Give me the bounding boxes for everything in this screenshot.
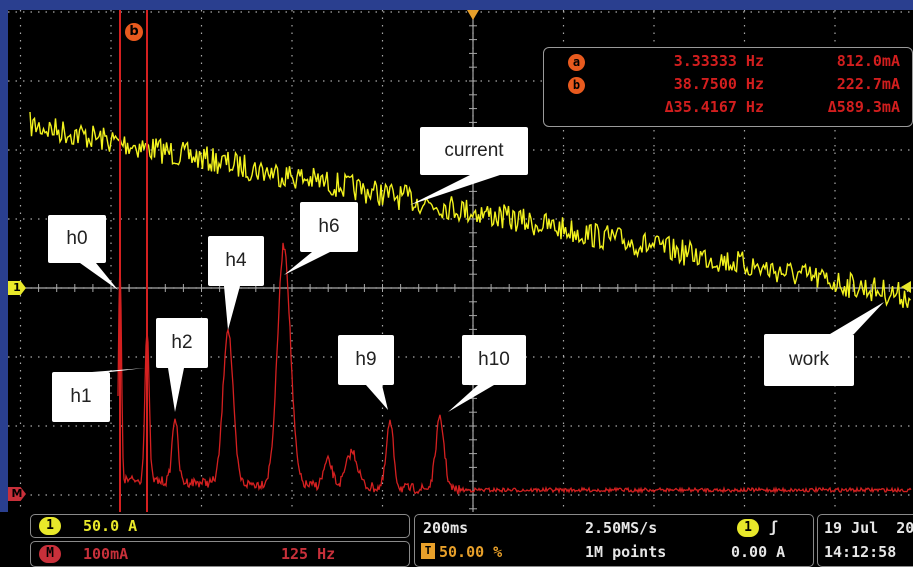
timebase-box[interactable]: 200ms 2.50MS/s T 50.00 % 1M points 1 ʃ 0… [414, 514, 814, 567]
cursor-b-row: b 38.7500 Hz 222.7mA [544, 75, 912, 97]
cursor-b-badge: b [568, 77, 585, 94]
sample-rate: 2.50MS/s [585, 519, 658, 537]
traces [29, 10, 912, 512]
callout-h1: h1 [52, 372, 110, 422]
cursor-a-frequency: 3.33333 Hz [673, 52, 764, 70]
h2-pointer [168, 368, 184, 412]
current-pointer [410, 175, 500, 205]
callout-h4: h4 [208, 236, 264, 286]
delta-amplitude: Δ589.3mA [827, 98, 900, 116]
callout-work: work [764, 334, 854, 386]
trigger-position: 50.00 % [439, 543, 503, 561]
math-scale: 100mA [83, 545, 129, 563]
ch1-current-trace [29, 111, 912, 308]
callout-h0: h0 [48, 215, 106, 263]
delta-frequency: Δ35.4167 Hz [664, 98, 764, 116]
math-ground-marker: M [8, 487, 26, 501]
ch1-scale-box[interactable]: 1 50.0 A [30, 514, 410, 538]
callout-h2: h2 [156, 318, 208, 368]
cursor-b-marker[interactable]: b [125, 23, 143, 41]
math-scale-box[interactable]: M 100mA 125 Hz [30, 541, 410, 567]
math-fft-trace [117, 242, 912, 495]
ch1-badge: 1 [39, 517, 61, 535]
callout-h10: h10 [462, 335, 526, 385]
h0-pointer [80, 263, 118, 290]
ch1-ground-marker: 1 [8, 281, 26, 295]
callout-current: current [420, 127, 528, 175]
record-length: 1M points [585, 543, 667, 561]
cursor-readout-panel: a 3.33333 Hz 812.0mA b 38.7500 Hz 222.7m… [543, 47, 913, 127]
ch1-scale: 50.0 A [83, 517, 138, 535]
datetime-box: 19 Jul 20 14:12:58 [817, 514, 913, 567]
callout-h9: h9 [338, 335, 394, 385]
left-frame [0, 0, 8, 567]
callout-pointers [80, 175, 884, 412]
h4-pointer [224, 286, 240, 330]
trigger-position-icon: T [421, 543, 435, 559]
trigger-position-marker [467, 10, 479, 20]
work-pointer [830, 302, 884, 334]
date: 19 Jul 20 [824, 519, 913, 537]
cursor-b-amplitude: 222.7mA [836, 75, 900, 93]
top-frame [0, 0, 913, 10]
cursor-a-row: a 3.33333 Hz 812.0mA [544, 52, 912, 74]
cursor-a-amplitude: 812.0mA [836, 52, 900, 70]
h1-pointer [92, 368, 145, 372]
ch1-level-marker [901, 281, 911, 293]
cursor-b-frequency: 38.7500 Hz [673, 75, 764, 93]
math-badge: M [39, 545, 61, 563]
time: 14:12:58 [824, 543, 897, 561]
h10-pointer [448, 385, 494, 412]
math-frequency-scale: 125 Hz [281, 545, 336, 563]
cursor-a-badge: a [568, 54, 585, 71]
trigger-level: 0.00 A [731, 543, 786, 561]
rising-edge-icon: ʃ [769, 518, 779, 536]
status-bar: 1 50.0 A M 100mA 125 Hz 200ms 2.50MS/s T… [0, 512, 913, 567]
cursor-delta-row: Δ35.4167 Hz Δ589.3mA [544, 98, 912, 120]
callout-h6: h6 [300, 202, 358, 252]
h6-pointer [284, 252, 330, 275]
h9-pointer [366, 385, 388, 410]
time-per-division: 200ms [423, 519, 469, 537]
trigger-source-badge: 1 [737, 519, 759, 537]
